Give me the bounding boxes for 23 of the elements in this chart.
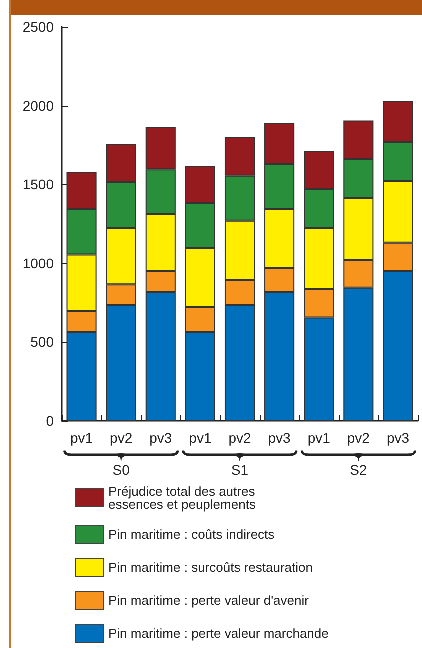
y-tick-label: 1000: [22, 255, 54, 272]
y-tick-label: 500: [30, 334, 54, 350]
legend-label: Pin maritime : coûts indirects: [108, 527, 276, 542]
text: S1: [231, 462, 249, 478]
y-tick-label: 2500: [22, 19, 54, 35]
y-tick-label: 0: [46, 413, 54, 429]
text: S2: [350, 462, 368, 478]
x-tick-label: pv3: [268, 430, 292, 446]
y-tick-label: 1500: [22, 176, 54, 193]
y-tick-label: 2000: [22, 98, 54, 114]
legend-label: Pin maritime : perte valeur marchande: [108, 626, 329, 641]
x-tick-label: pv1: [189, 430, 212, 446]
x-tick-label: pv2: [228, 430, 252, 446]
legend-label: Pin maritime : surcoûts restauration: [108, 560, 313, 575]
x-tick-label: pv3: [386, 430, 410, 446]
legend-label: Pin maritime : perte valeur d'avenir: [108, 593, 310, 608]
x-tick-label: pv3: [150, 430, 172, 446]
x-tick-label: pv2: [347, 430, 370, 446]
x-tick-label: pv1: [70, 430, 94, 446]
legend-label: Préjudice total des autres essences et peuplements: [108, 484, 259, 512]
x-tick-label: pv1: [308, 430, 331, 446]
text: S0: [112, 462, 130, 478]
x-tick-label: pv2: [110, 430, 133, 446]
